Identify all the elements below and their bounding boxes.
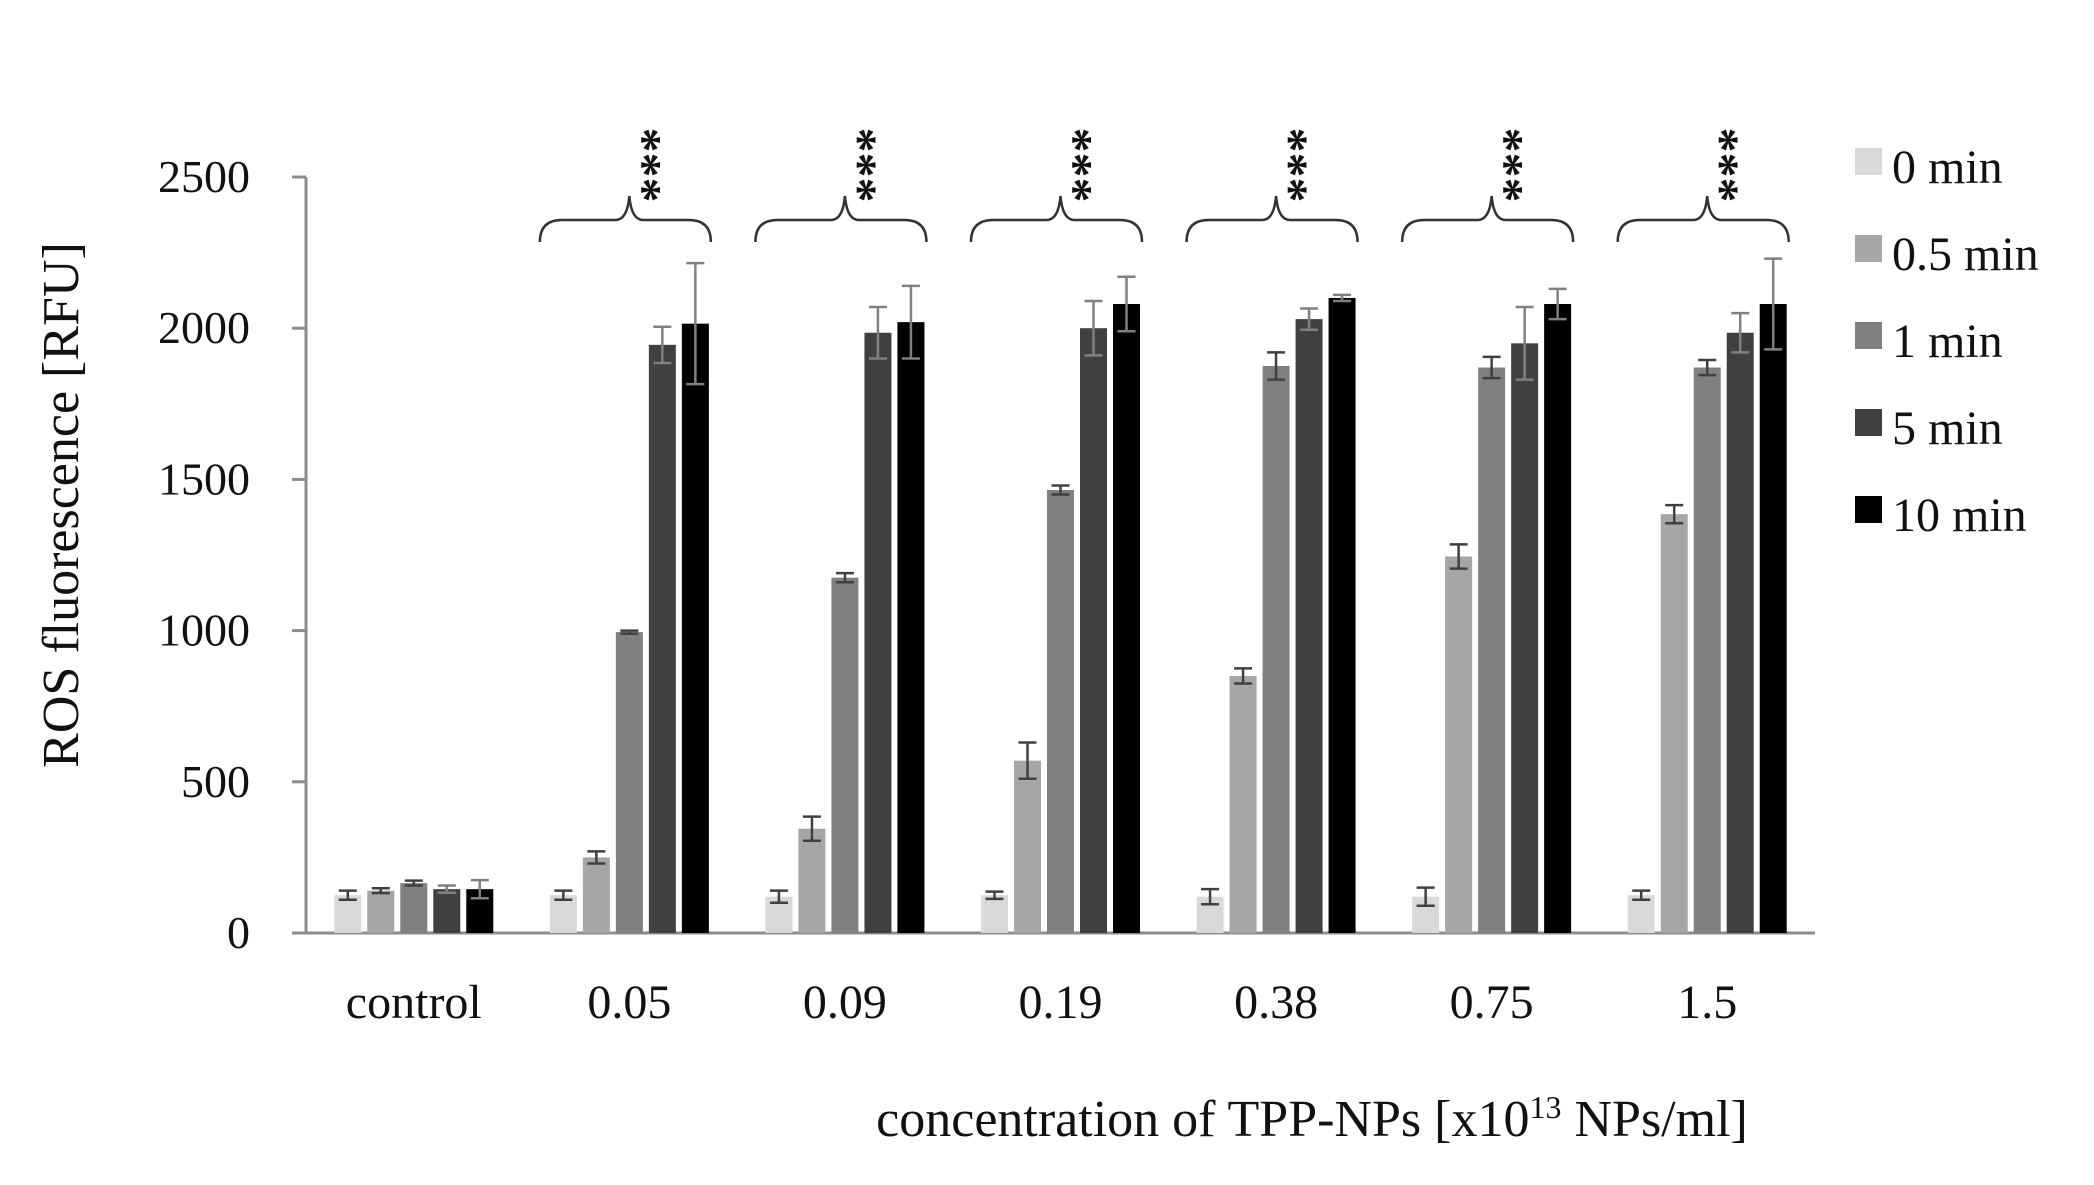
significance-bracket: [1616, 195, 1790, 243]
legend-label: 0.5 min: [1892, 228, 2039, 281]
y-tick-label: 500: [181, 756, 250, 807]
bar-5-min: [1295, 319, 1323, 933]
y-axis: 0 500 1000 1500 2000 2500: [158, 151, 308, 958]
bar-1-min: [1047, 489, 1074, 933]
significance-stars: ***: [832, 128, 888, 203]
bar-5-min: [1511, 343, 1539, 933]
x-tick-label: 0.75: [1450, 976, 1534, 1029]
bar-0-5-min: [367, 890, 395, 933]
bar-1-min: [400, 883, 428, 933]
x-tick-label: 0.09: [803, 976, 887, 1029]
x-axis-title-superscript: 13: [1529, 1089, 1561, 1125]
significance-stars: ***: [1048, 128, 1104, 203]
y-tick-label: 0: [227, 907, 250, 958]
x-tick-label: 0.38: [1234, 976, 1318, 1029]
y-axis-title: ROS fluorescence [RFU]: [33, 242, 90, 768]
bar-1-min: [1262, 366, 1290, 933]
x-tick-label: 0.05: [587, 976, 671, 1029]
bar-0-5-min: [1014, 760, 1041, 933]
bar-0-5-min: [582, 857, 610, 933]
x-axis-title: concentration of TPP-NPs [x1013 NPs/ml]: [876, 1089, 1748, 1148]
bar-10-min: [897, 322, 925, 934]
y-tick-label: 1000: [158, 605, 250, 656]
bar-10-min: [681, 323, 709, 933]
x-axis-title-prefix: concentration of TPP-NPs [x10: [876, 1091, 1529, 1148]
legend-label: 10 min: [1892, 489, 2027, 542]
bar-0-5-min: [798, 828, 826, 933]
bar-5-min: [433, 889, 461, 933]
legend-label: 0 min: [1892, 141, 2003, 194]
y-tick-label: 1500: [158, 453, 250, 504]
significance-stars: ***: [1479, 128, 1535, 203]
significance-stars: ***: [1694, 128, 1750, 203]
bar-0-5-min: [1445, 556, 1473, 933]
legend-swatch: [1855, 409, 1882, 436]
bar-0-min: [981, 895, 1008, 933]
bar-0-min: [1627, 895, 1655, 933]
significance-bracket: [538, 195, 713, 243]
bar-5-min: [1080, 328, 1107, 933]
bar-5-min: [1726, 332, 1754, 934]
x-tick-label: 1.5: [1677, 976, 1737, 1029]
legend-swatch: [1855, 496, 1882, 523]
significance-stars: ***: [1263, 128, 1319, 203]
bar-1-min: [1693, 367, 1721, 934]
legend-swatch: [1855, 148, 1882, 175]
significance-bracket: [1400, 195, 1575, 243]
bar-10-min: [1544, 304, 1572, 933]
significance-bracket: [969, 195, 1144, 243]
error-bars: [338, 257, 1783, 908]
x-tick-label: control: [346, 976, 482, 1029]
y-tick-label: 2000: [158, 302, 250, 353]
bar-1-min: [831, 577, 859, 933]
bar-10-min: [1759, 304, 1787, 933]
significance-bracket: [1185, 195, 1359, 243]
y-tick-label: 2500: [158, 151, 250, 202]
bar-0-min: [334, 895, 362, 933]
bar-1-min: [615, 632, 643, 933]
bar-10-min: [1113, 304, 1140, 933]
significance-brackets: *** *** *** *** *** ***: [538, 128, 1790, 243]
bar-1-min: [1478, 367, 1506, 934]
x-axis: control 0.05 0.09 0.19 0.38 0.75 1.5: [306, 931, 1815, 1029]
significance-bracket: [754, 195, 928, 243]
legend: 0 min 0.5 min 1 min 5 min 10 min: [1855, 141, 2039, 542]
bar-5-min: [648, 344, 676, 933]
x-tick-label: 0.19: [1019, 976, 1103, 1029]
x-axis-title-suffix: NPs/ml]: [1561, 1091, 1747, 1148]
bars: [334, 297, 1787, 934]
bar-5-min: [864, 332, 892, 934]
legend-swatch: [1855, 235, 1882, 262]
legend-label: 1 min: [1892, 315, 2003, 368]
legend-label: 5 min: [1892, 402, 2003, 455]
bar-10-min: [1328, 297, 1356, 934]
legend-swatch: [1855, 322, 1882, 349]
bar-0-5-min: [1660, 514, 1688, 933]
bar-0-5-min: [1229, 675, 1257, 933]
significance-stars: ***: [616, 128, 672, 203]
bar-0-min: [549, 895, 577, 933]
